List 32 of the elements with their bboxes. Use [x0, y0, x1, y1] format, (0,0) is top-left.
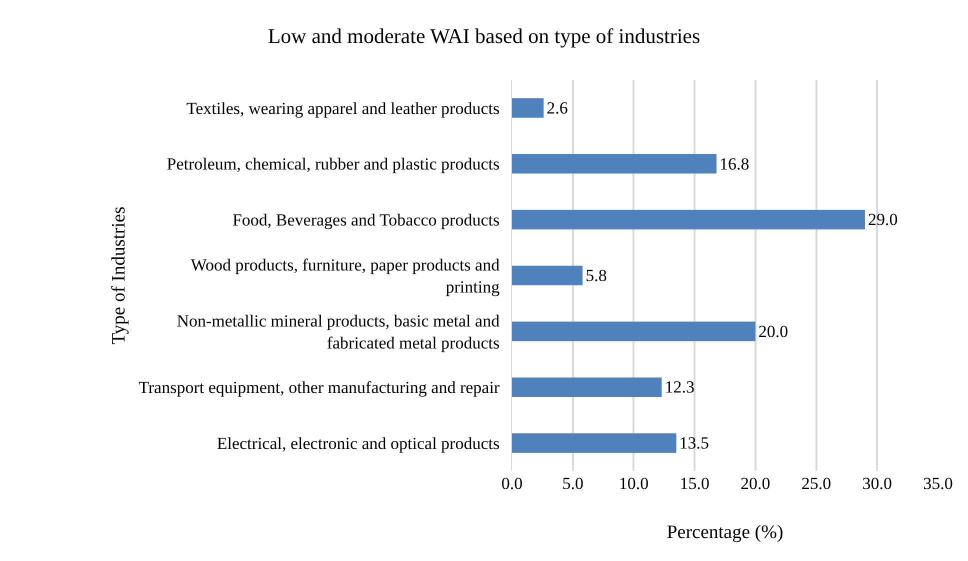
bar — [512, 377, 662, 397]
bar — [512, 322, 756, 342]
bar — [512, 266, 583, 286]
y-tick-label: Food, Beverages and Tobacco products — [232, 210, 500, 230]
x-tick-label: 30.0 — [862, 474, 892, 493]
x-tick-label: 0.0 — [501, 474, 523, 493]
data-label: 20.0 — [758, 322, 788, 341]
y-tick-label: Petroleum, chemical, rubber and plastic products — [166, 154, 500, 174]
y-tick-label: Transport equipment, other manufacturing and repair — [138, 378, 500, 398]
x-tick-label: 20.0 — [740, 474, 770, 493]
data-label: 5.8 — [586, 266, 607, 286]
bar — [512, 210, 865, 230]
data-label: 29.0 — [868, 210, 898, 230]
x-tick-label: 35.0 — [923, 474, 953, 493]
data-label: 2.6 — [546, 98, 568, 118]
bar — [512, 154, 716, 174]
y-tick-label: Non-metallic mineral products, basic metal and fabricated metal products — [176, 311, 500, 352]
bar — [512, 433, 676, 453]
y-tick-label: Textiles, wearing apparel and leather products — [186, 98, 500, 118]
x-tick-label: 5.0 — [562, 474, 584, 493]
y-axis-title: Type of Industries — [108, 206, 130, 344]
data-label: 13.5 — [679, 434, 710, 453]
x-tick-label: 10.0 — [618, 474, 649, 493]
x-tick-label: 25.0 — [801, 474, 832, 493]
y-tick-label: Wood products, furniture, paper products and printing — [190, 255, 500, 296]
data-label: 12.3 — [664, 378, 694, 397]
data-label: 16.8 — [719, 154, 750, 174]
bar — [512, 98, 544, 118]
x-tick-label: 15.0 — [680, 474, 710, 493]
chart-title: Low and moderate WAI based on type of industries — [268, 24, 700, 48]
x-axis-title: Percentage (%) — [666, 522, 784, 543]
y-tick-label: Electrical, electronic and optical products — [216, 434, 500, 454]
